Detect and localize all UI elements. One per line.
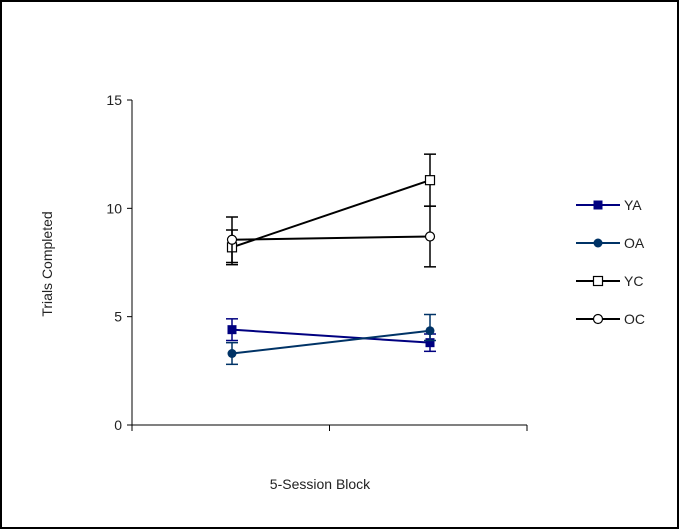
y-tick-label: 5 [114,309,122,325]
series-line-oa [231,329,431,355]
y-tick-label: 10 [106,200,122,216]
legend-label-oa: OA [624,235,645,251]
legend-label-oc: OC [624,311,645,327]
legend-marker-ya [593,200,603,210]
y-tick-label: 15 [106,92,122,108]
legend-marker-yc [592,275,604,287]
y-tick-label: 0 [114,417,122,433]
data-point-ya [425,338,435,348]
y-axis-label: Trials Completed [39,211,55,316]
data-point-oc [226,234,238,245]
x-axis-label: 5-Session Block [270,476,371,492]
series-line-yc [231,179,431,249]
data-point-oa [227,349,237,358]
legend-label-ya: YA [624,197,642,213]
data-point-oa [425,326,435,336]
legend-marker-oa [593,238,603,248]
series-line-oc [231,235,431,241]
data-point-ya [227,325,237,335]
series-line-ya [231,328,431,344]
data-point-yc [424,175,436,186]
data-point-oc [424,231,436,242]
legend-marker-oc [592,313,604,325]
legend-label-yc: YC [624,273,643,289]
